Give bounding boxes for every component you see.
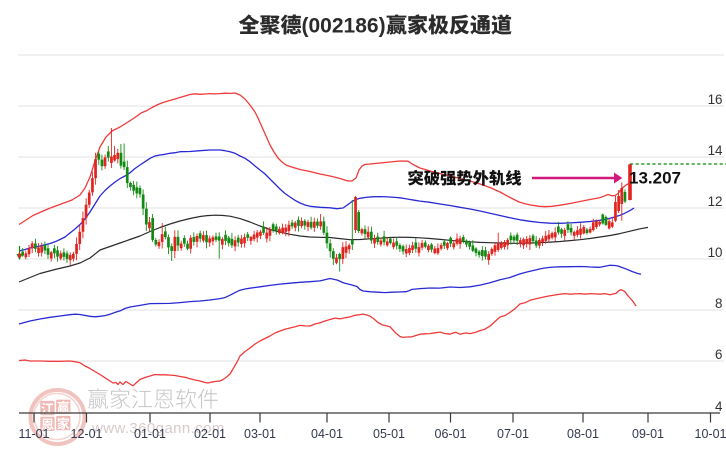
svg-text:04-01: 04-01 [311,427,343,441]
svg-text:06-01: 06-01 [435,427,467,441]
svg-text:08-01: 08-01 [567,427,599,441]
svg-text:14: 14 [708,143,723,158]
svg-text:05-01: 05-01 [373,427,405,441]
svg-text:12-01: 12-01 [71,427,103,441]
svg-text:8: 8 [715,296,722,311]
svg-text:10-01: 10-01 [695,427,726,441]
svg-text:16: 16 [708,92,723,107]
svg-text:01-01: 01-01 [134,427,166,441]
svg-text:13.207: 13.207 [629,169,681,188]
svg-text:(002186): (002186) [302,15,386,38]
svg-text:02-01: 02-01 [194,427,226,441]
svg-text:07-01: 07-01 [497,427,529,441]
svg-text:11-01: 11-01 [18,427,49,441]
svg-text:www.360gann.com: www.360gann.com [91,420,225,437]
svg-text:09-01: 09-01 [632,427,664,441]
svg-text:10: 10 [708,245,723,260]
svg-text:4: 4 [715,399,723,414]
svg-text:6: 6 [715,347,722,362]
svg-text:12: 12 [708,194,723,209]
svg-text:03-01: 03-01 [244,427,276,441]
